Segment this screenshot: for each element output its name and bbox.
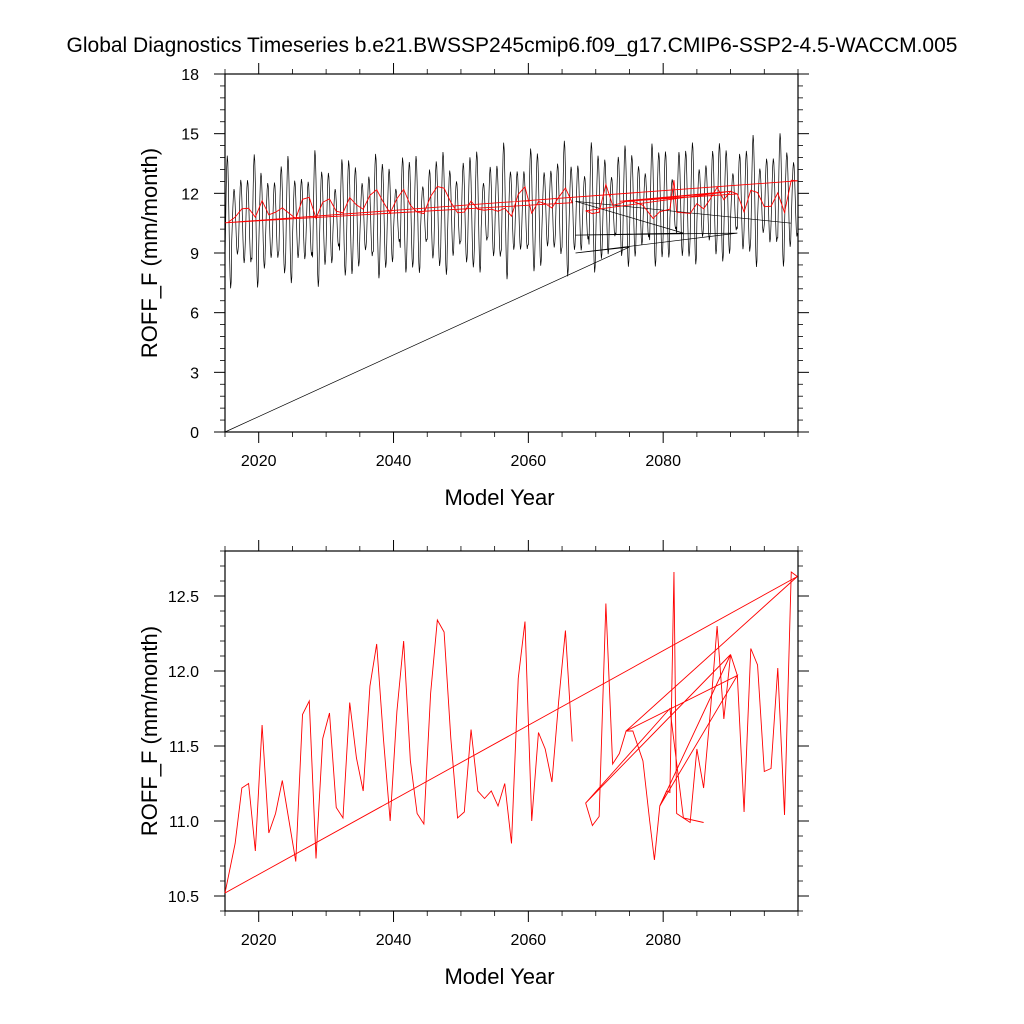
panel-1-xtick-label: 2020 xyxy=(241,453,277,470)
panel-2-ylabel: ROFF_F (mm/month) xyxy=(137,626,162,836)
panel-2-xtick-label: 2020 xyxy=(241,932,277,949)
figure-title: Global Diagnostics Timeseries b.e21.BWSS… xyxy=(66,34,958,57)
panel-1-series-monthly xyxy=(224,133,798,289)
panel-1-xlabel: Model Year xyxy=(444,485,554,510)
panel-1-ylabel: ROFF_F (mm/month) xyxy=(137,148,162,358)
panel-1-xtick-label: 2080 xyxy=(645,453,681,470)
panel-1-xtick-label: 2060 xyxy=(511,453,547,470)
panel-1-series-monthly-artifacts xyxy=(224,200,792,433)
panel-2-xtick-label: 2040 xyxy=(376,932,412,949)
panel-1-series-annual-wrap xyxy=(585,190,738,212)
panel-2-xlabel: Model Year xyxy=(444,964,554,989)
panel-1-ytick-label: 15 xyxy=(181,127,199,144)
panel-1-ytick-label: 6 xyxy=(190,306,199,323)
panel-1-ytick-label: 3 xyxy=(190,365,199,382)
panel-2-series-annual xyxy=(224,618,573,894)
panel-1-xtick-label: 2040 xyxy=(376,453,412,470)
panel-2-ytick-label: 12.5 xyxy=(168,589,199,606)
panel-2-ytick-label: 11.5 xyxy=(169,739,199,756)
panel-2-ytick-label: 12.0 xyxy=(168,664,199,681)
panel-2-series-annual-late xyxy=(585,571,798,861)
panel-1-ytick-label: 9 xyxy=(190,246,199,263)
panel-1-ytick-label: 0 xyxy=(190,425,199,442)
panel-1-ytick-label: 18 xyxy=(181,67,199,84)
panel-2-ytick-label: 11.0 xyxy=(169,814,199,831)
panel-2-ytick-label: 10.5 xyxy=(168,889,199,906)
panel-1-series-annual-late xyxy=(585,179,798,220)
panel-1-ytick-label: 12 xyxy=(181,186,199,203)
panel-1-series-annual xyxy=(224,180,798,224)
panel-2-series-trend-and-wrap xyxy=(224,576,798,894)
panel-2-xtick-label: 2080 xyxy=(645,932,681,949)
panel-2-xtick-label: 2060 xyxy=(511,932,547,949)
